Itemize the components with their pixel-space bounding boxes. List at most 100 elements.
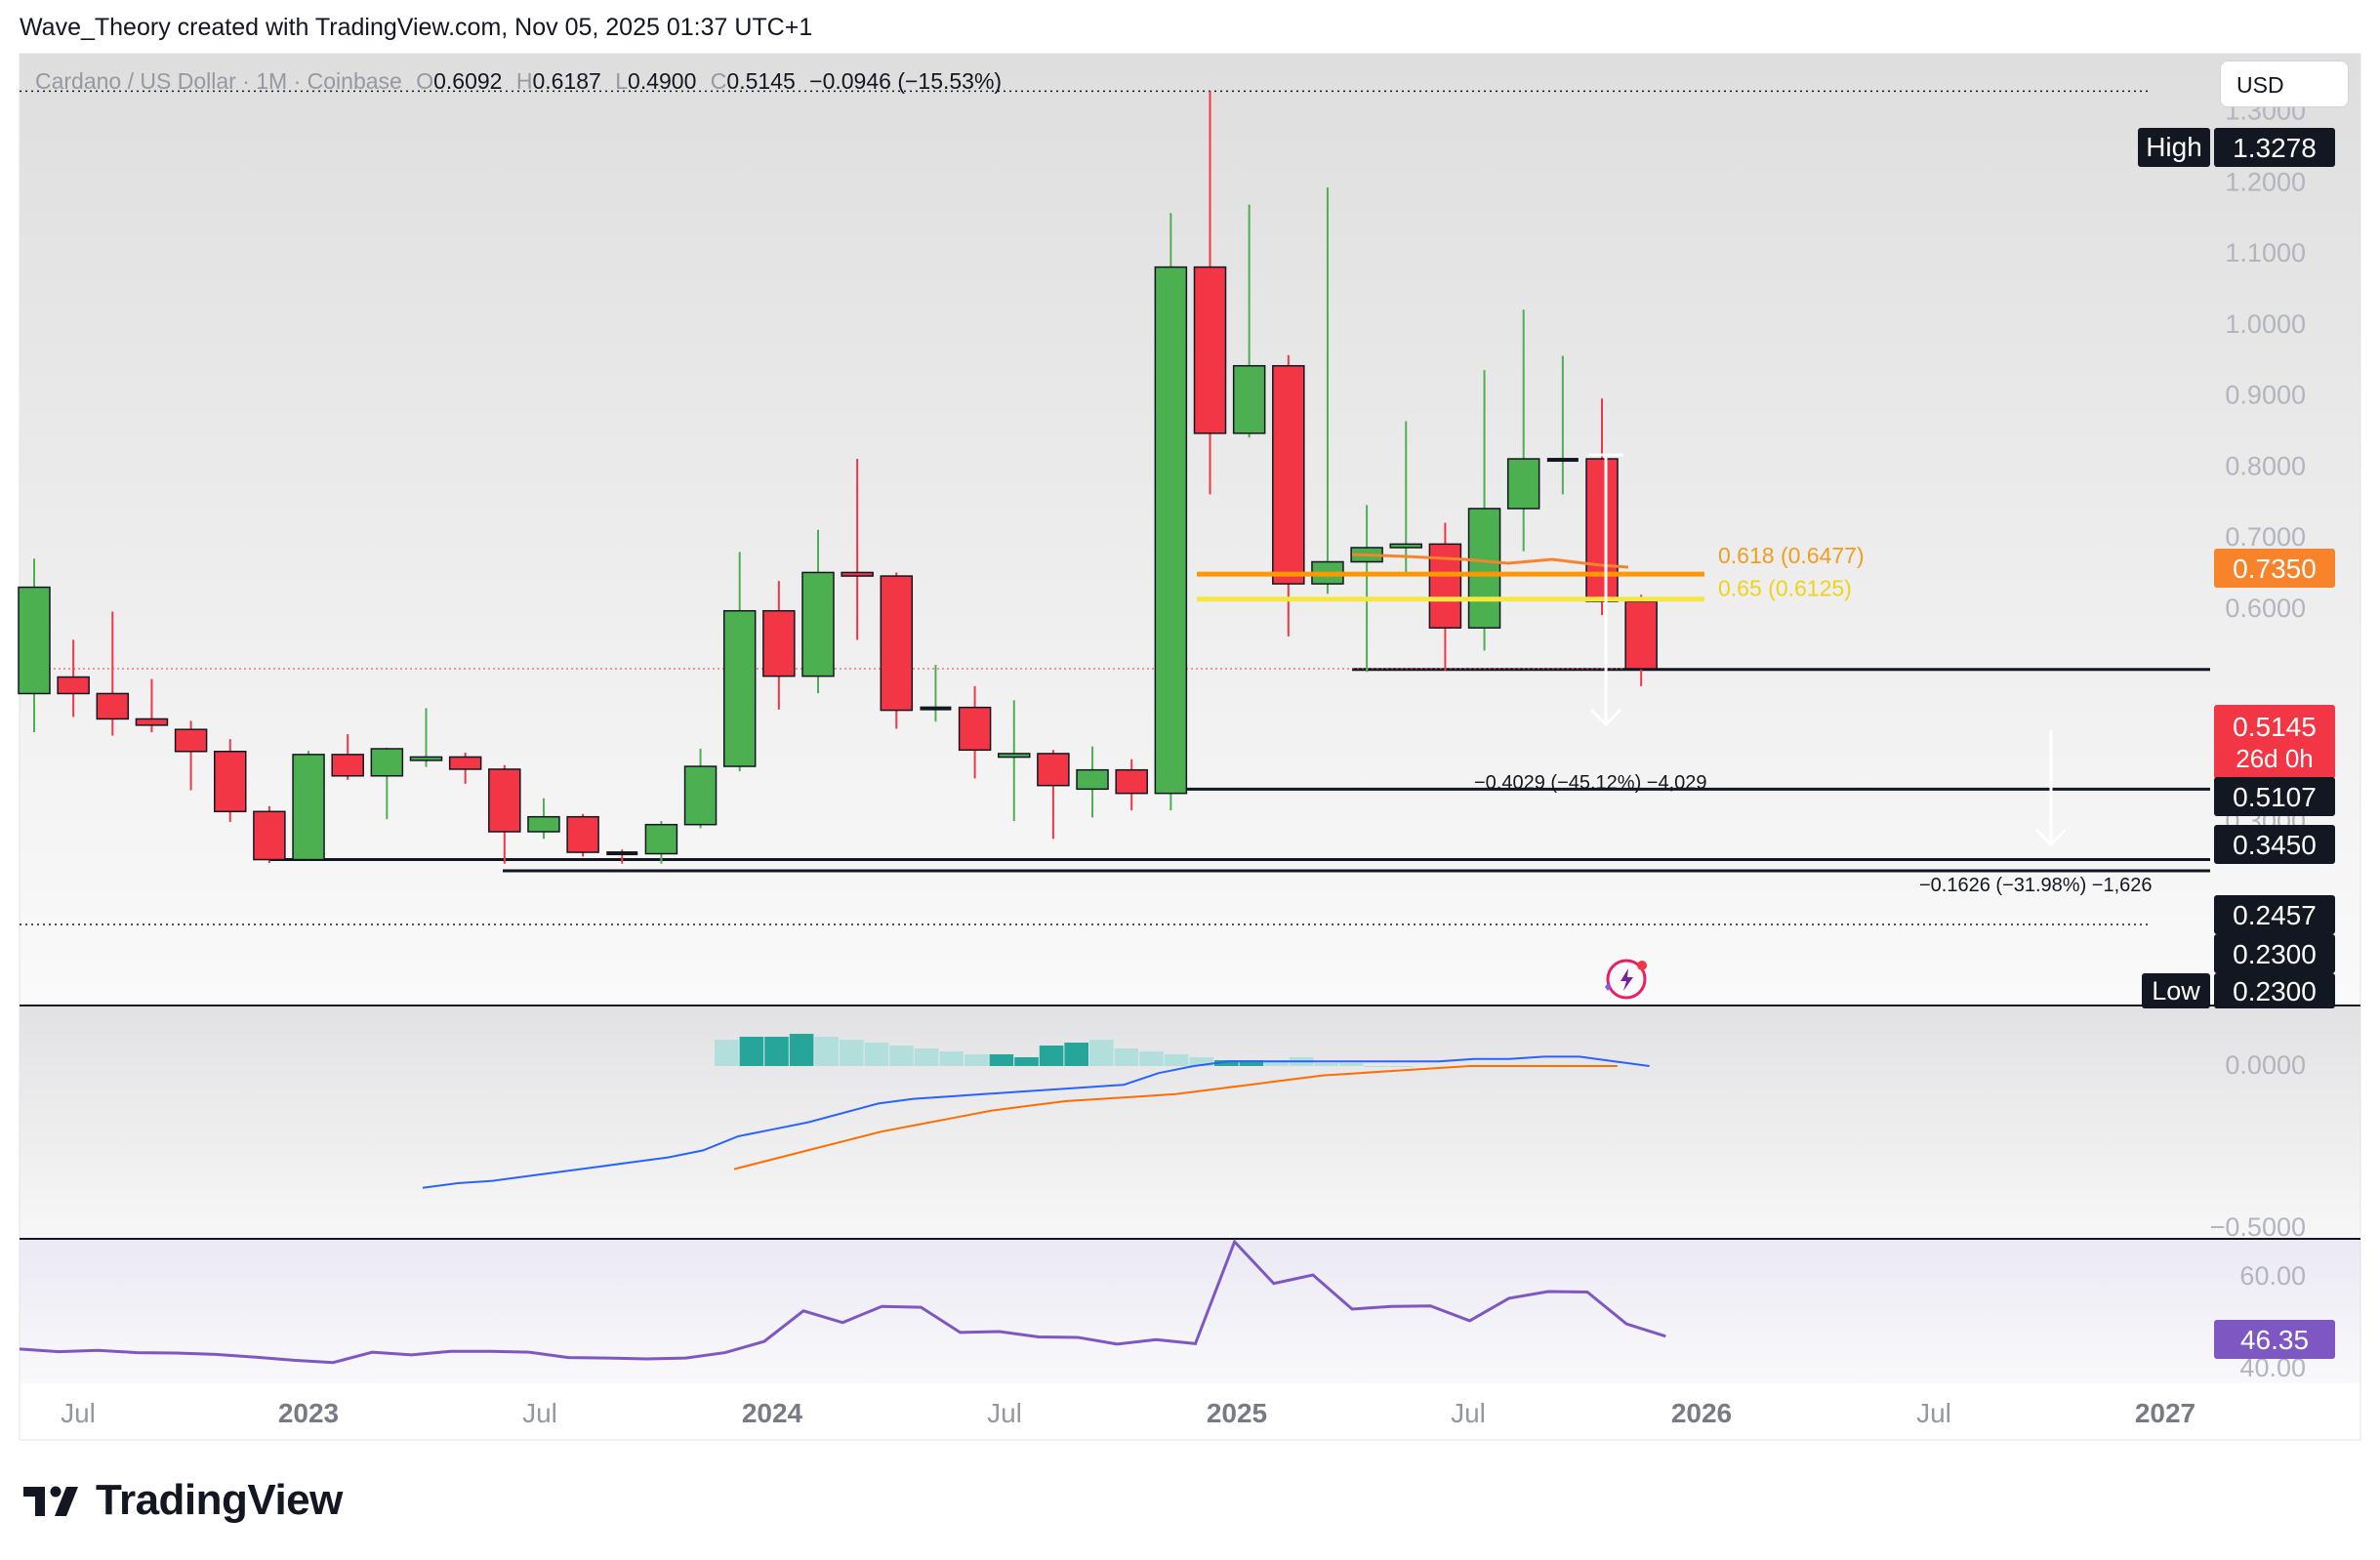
candle-body[interactable]	[801, 571, 835, 677]
candle-body[interactable]	[606, 851, 638, 856]
y-axis-tick-label: 0.9000	[2225, 381, 2306, 410]
y-axis-tick-label: 0.7000	[2225, 522, 2306, 552]
candle-body[interactable]	[409, 756, 443, 761]
macd-histogram-bar	[1064, 1043, 1088, 1066]
chart-header: Wave_Theory created with TradingView.com…	[20, 14, 813, 41]
x-axis-tick-label: Jul	[61, 1398, 96, 1428]
close-label: C	[710, 68, 727, 94]
macd-histogram-bar	[715, 1040, 739, 1066]
macd-histogram-bar	[1264, 1060, 1289, 1066]
macd-histogram-bar	[989, 1054, 1014, 1066]
measure-arrow-head	[2034, 828, 2068, 847]
macd-histogram-bar	[889, 1046, 914, 1066]
candle-body[interactable]	[1115, 768, 1148, 795]
candle-body[interactable]	[1467, 508, 1501, 629]
candle-body[interactable]	[214, 751, 247, 813]
low-tag-label-bg	[2142, 973, 2210, 1008]
candle-body[interactable]	[174, 728, 208, 753]
fib-level-label: 0.65 (0.6125)	[1718, 576, 1852, 601]
candle-body[interactable]	[762, 609, 796, 677]
alert-icon[interactable]	[1605, 959, 1647, 1000]
macd-histogram-bar	[1239, 1060, 1264, 1066]
candle-body[interactable]	[1506, 458, 1540, 510]
candle-body[interactable]	[57, 676, 90, 695]
candle-body[interactable]	[1193, 266, 1227, 434]
candle-body[interactable]	[958, 706, 992, 752]
level-tag-0-2300-bg	[2214, 934, 2335, 973]
candle-body[interactable]	[488, 768, 521, 833]
macd-histogram-bar	[1014, 1057, 1039, 1066]
high-value: 0.6187	[532, 68, 601, 94]
candle-body[interactable]	[566, 815, 599, 853]
macd-histogram-bar	[939, 1051, 964, 1066]
low-tag-value-bg	[2214, 973, 2335, 1008]
y-axis-tick-label: 1.1000	[2225, 238, 2306, 267]
candle-body[interactable]	[1154, 266, 1188, 795]
candle-body[interactable]	[1624, 600, 1658, 670]
candle-body[interactable]	[135, 718, 169, 726]
candle-body[interactable]	[998, 753, 1031, 759]
candle-body[interactable]	[880, 575, 914, 712]
rsi-line	[19, 1239, 1666, 1365]
candle-body[interactable]	[1546, 458, 1579, 463]
level-tag-0-5107-bg	[2214, 777, 2335, 816]
fib-level-label: 0.618 (0.6477)	[1718, 543, 1865, 568]
x-axis-tick-label: Jul	[1451, 1398, 1486, 1428]
level-tag-0-2457: 0.2457	[2233, 900, 2317, 930]
candle-body[interactable]	[1389, 543, 1422, 549]
candle-body[interactable]	[292, 754, 325, 861]
candle-body[interactable]	[644, 823, 678, 855]
macd-histogram-bar	[764, 1037, 789, 1066]
measure-label: −0.1626 (−31.98%) −1,626	[1919, 875, 2153, 896]
candle-body[interactable]	[1585, 458, 1619, 602]
x-axis-tick-label: 2023	[278, 1398, 339, 1428]
macd-histogram-bar	[739, 1037, 764, 1066]
macd-histogram-bar	[789, 1034, 814, 1066]
macd-histogram-bar	[864, 1043, 889, 1066]
candle-body[interactable]	[1272, 364, 1305, 585]
main-pane-bg	[20, 54, 2360, 1006]
candle-body[interactable]	[920, 706, 952, 711]
change-value: −0.0946 (−15.53%)	[809, 68, 1003, 94]
x-axis-tick-label: Jul	[522, 1398, 557, 1428]
macd-histogram-bar	[1089, 1040, 1114, 1066]
tradingview-logo[interactable]: TradingView	[23, 1476, 343, 1525]
high-label: H	[515, 68, 533, 94]
candle-body[interactable]	[1037, 753, 1070, 787]
ema-price-tag: 0.7350	[2233, 554, 2317, 584]
macd-histogram-bar	[1314, 1063, 1338, 1066]
high-tag-label: High	[2146, 132, 2202, 162]
candle-body[interactable]	[96, 692, 130, 720]
low-value: 0.4900	[628, 68, 697, 94]
candle-body[interactable]	[1232, 364, 1266, 434]
candle-body[interactable]	[331, 754, 364, 777]
candle-body[interactable]	[18, 586, 51, 695]
rsi-value-tag-bg	[2214, 1320, 2335, 1359]
candle-body[interactable]	[722, 609, 757, 767]
low-tag-label: Low	[2152, 976, 2200, 1006]
tradingview-brand: TradingView	[96, 1476, 343, 1524]
low-label: L	[615, 68, 629, 94]
candle-body[interactable]	[370, 748, 404, 777]
candle-body[interactable]	[448, 756, 482, 770]
candle-body[interactable]	[683, 765, 718, 826]
ohlc-legend: Cardano / US Dollar · 1M · Coinbase O0.6…	[35, 68, 1002, 95]
tradingview-logo-icon	[23, 1486, 78, 1516]
macd-tick-label: −0.5000	[2210, 1212, 2306, 1242]
candle-body[interactable]	[1076, 768, 1109, 791]
measure-label: −0.4029 (−45.12%) −4,029	[1474, 772, 1707, 794]
candle-body[interactable]	[527, 815, 560, 833]
open-label: O	[416, 68, 434, 94]
x-axis-tick-label: 2027	[2135, 1398, 2195, 1428]
symbol-name: Cardano / US Dollar · 1M · Coinbase	[35, 68, 402, 94]
x-axis-tick-label: Jul	[1916, 1398, 1951, 1428]
open-value: 0.6092	[433, 68, 503, 94]
x-axis-tick-label: 2025	[1207, 1398, 1267, 1428]
currency-button[interactable]: USD	[2220, 61, 2349, 107]
candle-body[interactable]	[253, 810, 286, 861]
x-axis-tick-label: 2024	[742, 1398, 803, 1428]
candle-body[interactable]	[841, 571, 874, 577]
rsi-value-tag: 46.35	[2240, 1325, 2309, 1355]
macd-histogram-bar	[1364, 1066, 1389, 1067]
